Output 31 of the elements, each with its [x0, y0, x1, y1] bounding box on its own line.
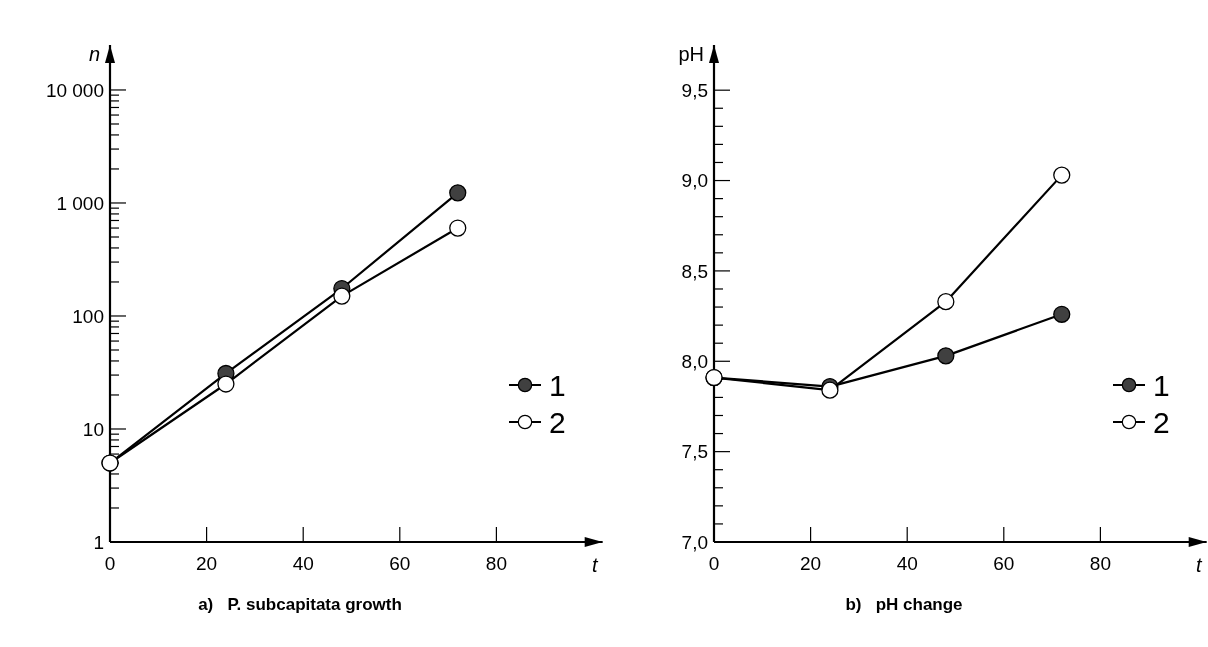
legend-label: 2 — [1153, 405, 1170, 439]
x-tick-label: 60 — [389, 553, 411, 574]
y-tick-label: 1 — [93, 531, 104, 553]
x-tick-label: 20 — [800, 553, 822, 574]
x-axis-title: t — [591, 554, 599, 576]
y-tick-label: 100 — [72, 305, 104, 327]
legend-label: 2 — [549, 405, 566, 439]
y-axis-title: pH — [678, 43, 704, 65]
y-tick-label: 10 — [82, 418, 104, 440]
y-tick-label: 1 000 — [56, 192, 104, 214]
x-tick-label: 80 — [1089, 553, 1111, 574]
y-tick-label: 8,0 — [681, 350, 708, 372]
x-axis-title: t — [1195, 554, 1203, 576]
x-tick-label: 80 — [485, 553, 507, 574]
x-tick-label: 40 — [292, 553, 314, 574]
y-tick-label: 7,0 — [681, 531, 708, 553]
y-tick-label: 7,5 — [681, 441, 708, 463]
y-tick-label: 9,0 — [681, 170, 708, 192]
x-tick-label: 20 — [196, 553, 218, 574]
text: b) pH change — [845, 595, 963, 614]
legend-label: 1 — [1153, 368, 1170, 402]
y-tick-label: 10 000 — [45, 79, 104, 101]
y-tick-label: 8,5 — [681, 260, 708, 282]
text: a) P. subcapitata growth — [198, 595, 402, 614]
x-tick-label: 0 — [708, 553, 720, 574]
x-tick-label: 40 — [896, 553, 918, 574]
x-tick-label: 60 — [993, 553, 1015, 574]
y-tick-label: 9,5 — [681, 79, 708, 101]
y-axis-title: n — [88, 43, 100, 65]
x-tick-label: 0 — [104, 553, 116, 574]
legend-label: 1 — [549, 368, 566, 402]
